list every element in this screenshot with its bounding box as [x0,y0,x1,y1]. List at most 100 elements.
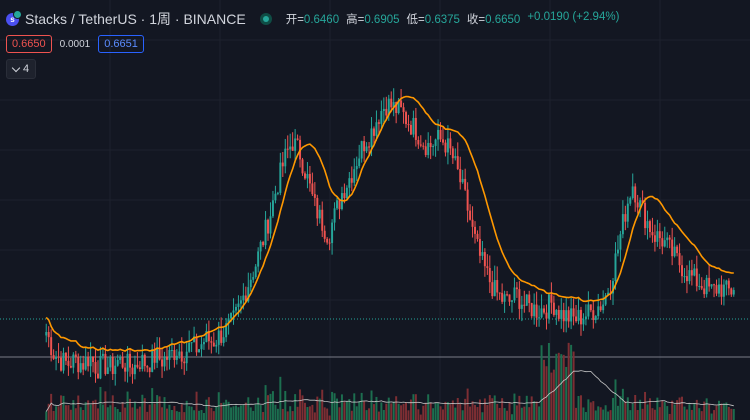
volume-bar [400,405,403,420]
volume-bar [345,400,348,420]
candle-body [459,169,462,183]
candle-body [530,303,533,317]
volume-bar [215,406,218,420]
candle-body [237,303,240,307]
candle-body [555,309,558,315]
volume-bar [582,407,585,420]
volume-bar [589,402,592,420]
candle-body [141,354,144,370]
volume-bar [232,406,235,420]
volume-bar [372,404,375,420]
candle-body [328,242,331,244]
volume-bar [501,398,504,420]
candle-body [230,312,233,319]
candle-body [599,306,602,311]
candle-body [222,337,225,343]
volume-bar [222,402,225,420]
sell-price-button[interactable]: 0.6650 [6,35,52,53]
volume-bar [397,403,400,420]
volume-bar [175,411,178,420]
volume-bar [148,404,151,420]
volume-bar [629,410,632,420]
candle-body [474,226,477,234]
candle-body [82,363,85,370]
volume-bar [493,395,496,420]
volume-bar [133,402,136,420]
candle-body [89,356,92,367]
volume-bar [114,407,117,420]
volume-bar [190,406,193,420]
candle-body [434,139,437,146]
buy-price-button[interactable]: 0.6651 [98,35,144,53]
volume-bar [471,401,474,420]
volume-bar [60,395,63,420]
candle-body [178,351,181,356]
candle-body [210,341,213,343]
volume-bar [131,407,134,420]
candle-body [358,158,361,167]
volume-bar [328,415,331,420]
volume-bar [188,406,191,420]
candle-body [220,330,223,343]
volume-bar [205,399,208,420]
volume-bar [614,379,617,420]
volume-bar [609,410,612,420]
candle-body [343,193,346,199]
candle-body [419,144,422,146]
volume-bar [247,397,250,420]
candle-body [634,186,637,203]
candle-body [225,323,228,338]
volume-bar [259,405,262,420]
volume-bar [717,400,720,420]
candle-body [301,159,304,174]
candle-body [439,129,442,140]
volume-bar [119,412,122,420]
volume-bar [180,404,183,420]
market-status-icon[interactable] [259,13,272,25]
volume-bar [676,400,679,420]
volume-bar [476,407,479,420]
volume-bar [163,397,166,420]
volume-bar [316,396,319,420]
candle-body [99,355,102,379]
candle-body [94,362,97,374]
candle-body [543,308,546,313]
volume-bar [626,397,629,420]
volume-bar [234,405,237,420]
volume-bar [289,406,292,420]
volume-bar [358,401,361,420]
candle-body [72,354,75,368]
candle-body [158,348,161,360]
candle-body [685,276,688,282]
candle-body [486,266,489,268]
candle-body [326,238,329,243]
candle-body [52,355,55,359]
volume-bar [170,410,173,420]
volume-bar [695,399,698,420]
candle-body [483,252,486,267]
candle-body [311,183,314,195]
volume-bar [658,407,661,420]
candle-body [321,209,324,231]
candle-body [666,237,669,241]
candle-body [427,142,430,156]
volume-bar [301,395,304,420]
indicators-toggle-button[interactable]: 4 [6,59,37,79]
volume-bar [193,410,196,420]
volume-bar [451,400,454,420]
volume-bar [363,401,366,420]
candlesticks [45,88,735,386]
volume-bar [141,394,144,420]
candle-body [119,356,122,360]
volume-bar [336,398,339,420]
volume-bar [656,397,659,420]
candle-body [64,352,67,361]
candle-body [506,294,509,296]
volume-bar [540,345,543,420]
symbol-title[interactable]: Stacks / TetherUS · 1周 · BINANCE [25,11,246,27]
candle-body [587,304,590,317]
candle-body [717,284,720,294]
volume-bar [370,390,373,420]
candle-body [249,279,252,288]
